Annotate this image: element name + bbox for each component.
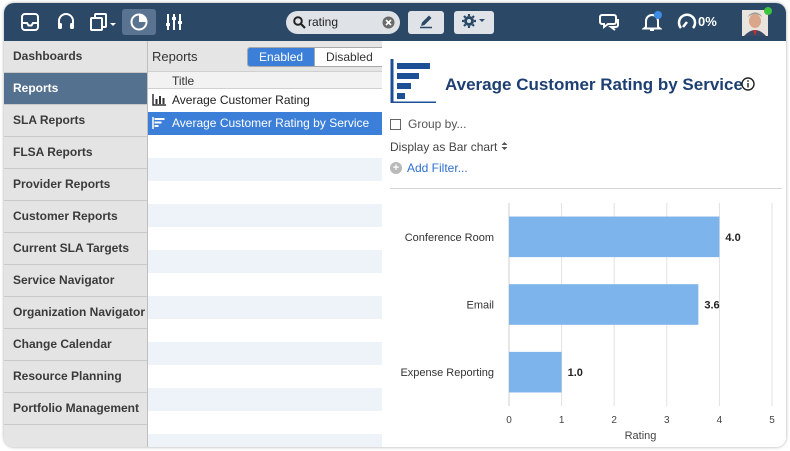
empty-row [148, 388, 382, 411]
x-tick-label: 3 [664, 415, 670, 426]
category-label: Email [466, 300, 494, 312]
chat-icon[interactable] [598, 9, 622, 35]
empty-row [148, 135, 382, 158]
avatar[interactable] [742, 10, 768, 36]
sidebar-item-current-sla-targets[interactable]: Current SLA Targets [4, 233, 147, 265]
x-tick-label: 5 [769, 415, 775, 426]
data-label: 1.0 [568, 367, 583, 379]
pencil-icon [418, 13, 434, 32]
empty-row [148, 342, 382, 365]
headset-icon[interactable] [54, 9, 78, 35]
add-filter-label: Add Filter... [407, 161, 468, 175]
empty-row [148, 296, 382, 319]
empty-row [148, 411, 382, 434]
gear-icon [461, 13, 487, 32]
group-by-checkbox[interactable] [390, 118, 401, 130]
search-box[interactable]: rating [286, 11, 400, 34]
x-tick-label: 1 [559, 415, 565, 426]
bar [509, 284, 699, 325]
sidebar-item-reports[interactable]: Reports [4, 73, 147, 105]
empty-row [148, 181, 382, 204]
empty-row [148, 227, 382, 250]
table-row[interactable]: Average Customer Rating [148, 89, 382, 112]
bar-chart-icon [152, 117, 166, 132]
empty-row [148, 158, 382, 181]
online-status-dot [764, 7, 772, 15]
empty-row [148, 365, 382, 388]
row-title: Average Customer Rating [172, 93, 310, 107]
sidebar-item-provider-reports[interactable]: Provider Reports [4, 169, 147, 201]
empty-row [148, 434, 382, 447]
x-tick-label: 2 [611, 415, 617, 426]
title-column-label: Title [172, 74, 195, 88]
sidebar-item-dashboards[interactable]: Dashboards [4, 41, 147, 73]
group-by-option[interactable]: Group by... [390, 117, 466, 131]
bar-chart-logo-icon [390, 59, 436, 106]
report-detail-pane: Average Customer Rating by Service Group… [382, 41, 786, 447]
sliders-icon[interactable] [162, 9, 186, 35]
app-window: rating 0% [4, 3, 786, 447]
gauge-icon[interactable] [676, 9, 698, 35]
column-chart-icon [152, 94, 166, 109]
search-icon [293, 16, 306, 32]
sidebar-item-change-calendar[interactable]: Change Calendar [4, 329, 147, 361]
reports-table: Average Customer Rating Average Customer… [148, 89, 382, 447]
display-as-label: Display as Bar chart [390, 140, 498, 154]
report-title: Average Customer Rating by Service [445, 75, 743, 94]
sidebar-item-organization-navigator[interactable]: Organization Navigator [4, 297, 147, 329]
enabled-tab[interactable]: Enabled [248, 48, 315, 66]
row-title: Average Customer Rating by Service [172, 116, 370, 130]
reports-list-pane: Reports Enabled Disabled Title Average C… [148, 41, 385, 447]
title-column-header[interactable]: Title [148, 71, 382, 89]
empty-row [148, 273, 382, 296]
group-by-label: Group by... [408, 117, 467, 131]
reports-heading: Reports [152, 49, 198, 64]
search-input[interactable]: rating [308, 15, 339, 29]
disabled-tab[interactable]: Disabled [314, 48, 384, 66]
category-label: Expense Reporting [400, 367, 494, 379]
progress-percentage: 0% [698, 14, 717, 29]
sidebar-item-sla-reports[interactable]: SLA Reports [4, 105, 147, 137]
display-as-select[interactable]: Display as Bar chart [390, 140, 508, 154]
bar [509, 216, 720, 258]
notification-badge [654, 11, 662, 19]
x-tick-label: 0 [506, 415, 512, 426]
table-row[interactable]: Average Customer Rating by Service [148, 112, 382, 135]
pie-chart-icon[interactable] [122, 9, 156, 35]
bar [509, 351, 562, 393]
divider [390, 188, 782, 189]
inbox-icon[interactable] [18, 9, 42, 35]
sidebar-item-customer-reports[interactable]: Customer Reports [4, 201, 147, 233]
enabled-toggle: Enabled Disabled [247, 47, 385, 67]
sort-arrows-icon [501, 140, 508, 154]
top-toolbar: rating 0% [4, 3, 786, 41]
empty-row [148, 250, 382, 273]
reports-list-header: Reports Enabled Disabled [148, 41, 385, 71]
rating-bar-chart: 0 1 2 3 4 5 Rating Conference Room 4.0 Email 3.6 Ex… [400, 203, 775, 442]
sidebar-item-resource-planning[interactable]: Resource Planning [4, 361, 147, 393]
sidebar-item-flsa-reports[interactable]: FLSA Reports [4, 137, 147, 169]
data-label: 3.6 [704, 300, 719, 312]
clear-icon[interactable] [382, 16, 395, 32]
info-icon[interactable] [741, 77, 755, 94]
x-axis-title: Rating [625, 430, 657, 442]
settings-button[interactable] [454, 11, 494, 34]
x-tick-label: 4 [717, 415, 723, 426]
sidebar-item-portfolio-management[interactable]: Portfolio Management [4, 393, 147, 425]
empty-row [148, 204, 382, 227]
plus-circle-icon: + [390, 162, 402, 174]
data-label: 4.0 [725, 232, 740, 244]
empty-row [148, 319, 382, 342]
edit-button[interactable] [408, 11, 444, 34]
sidebar-item-service-navigator[interactable]: Service Navigator [4, 265, 147, 297]
sidebar-nav: Dashboards Reports SLA Reports FLSA Repo… [4, 41, 148, 447]
category-label: Conference Room [405, 232, 494, 244]
add-filter-link[interactable]: + Add Filter... [390, 161, 468, 175]
copy-menu-icon[interactable] [88, 9, 118, 35]
